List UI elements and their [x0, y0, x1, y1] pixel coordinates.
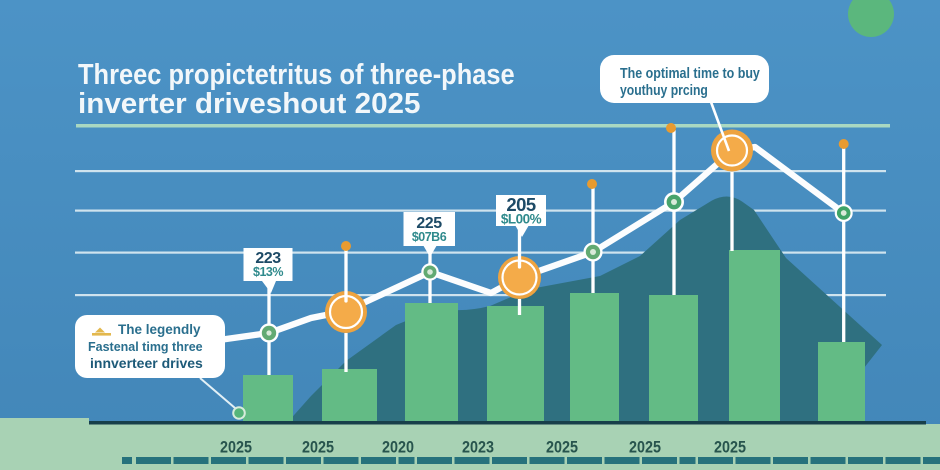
svg-text:innverteer drives: innverteer drives [90, 355, 203, 371]
svg-text:$13%: $13% [253, 265, 283, 279]
svg-text:$L00%: $L00% [501, 212, 542, 227]
svg-text:The legendly: The legendly [118, 322, 201, 337]
svg-text:The optimal time to buy: The optimal time to buy [620, 65, 760, 81]
svg-text:inverter driveshout 2025: inverter driveshout 2025 [78, 88, 421, 119]
svg-text:2025: 2025 [629, 439, 661, 457]
svg-text:2025: 2025 [546, 439, 578, 457]
svg-text:Threec propictetritus of three: Threec propictetritus of three-phase [78, 59, 515, 91]
svg-text:2023: 2023 [462, 439, 494, 457]
svg-text:2025: 2025 [714, 439, 746, 457]
svg-text:2025: 2025 [220, 439, 252, 457]
svg-text:Fastenal timg three: Fastenal timg three [88, 340, 203, 354]
svg-text:205: 205 [506, 194, 536, 215]
svg-text:2025: 2025 [302, 439, 334, 457]
svg-text:$07B6: $07B6 [412, 230, 447, 244]
svg-text:225: 225 [416, 215, 442, 232]
svg-text:youthuy prcing: youthuy prcing [620, 82, 708, 98]
svg-text:2020: 2020 [382, 439, 414, 457]
svg-text:223: 223 [255, 250, 281, 267]
